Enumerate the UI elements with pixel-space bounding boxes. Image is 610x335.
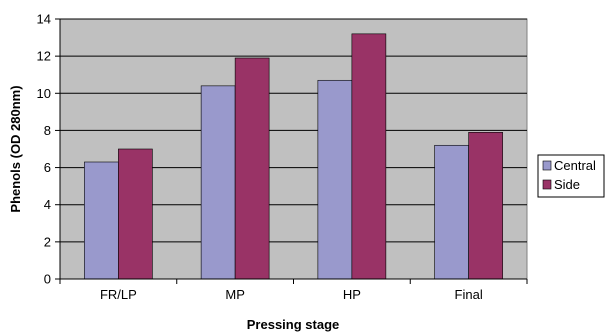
y-tick-label: 6 bbox=[44, 160, 51, 175]
bar-side-fr-lp bbox=[118, 148, 153, 280]
legend-label-side: Side bbox=[554, 177, 580, 192]
x-tick-label: MP bbox=[225, 287, 245, 302]
bar-side-hp bbox=[351, 33, 387, 280]
y-tick-label: 14 bbox=[37, 12, 51, 27]
y-tick-label: 12 bbox=[37, 49, 51, 64]
axes bbox=[55, 18, 528, 284]
y-tick-labels: 0 2 4 6 8 10 12 14 bbox=[37, 12, 51, 287]
y-axis-title: Phenols (OD 280nm) bbox=[8, 85, 23, 212]
legend-label-central: Central bbox=[554, 158, 596, 173]
y-tick-label: 4 bbox=[44, 197, 51, 212]
x-tick-label: FR/LP bbox=[100, 287, 137, 302]
y-tick-label: 10 bbox=[37, 86, 51, 101]
legend-swatch-side bbox=[542, 179, 552, 190]
legend: Central Side bbox=[537, 154, 605, 198]
bar-central-fr-lp bbox=[84, 161, 119, 280]
y-tick-label: 0 bbox=[44, 272, 51, 287]
x-axis-title: Pressing stage bbox=[247, 317, 340, 332]
legend-swatch-central bbox=[542, 160, 552, 171]
bar-central-hp bbox=[317, 79, 353, 280]
x-tick-labels: FR/LP MP HP Final bbox=[100, 287, 483, 302]
x-tick-label: HP bbox=[343, 287, 361, 302]
bars bbox=[84, 33, 503, 280]
bar-side-final bbox=[468, 131, 503, 280]
x-tick-label: Final bbox=[455, 287, 483, 302]
y-tick-label: 2 bbox=[44, 234, 51, 249]
y-tick-label: 8 bbox=[44, 123, 51, 138]
bar-side-mp bbox=[234, 57, 270, 280]
bar-central-final bbox=[434, 144, 469, 280]
bar-central-mp bbox=[200, 85, 236, 280]
